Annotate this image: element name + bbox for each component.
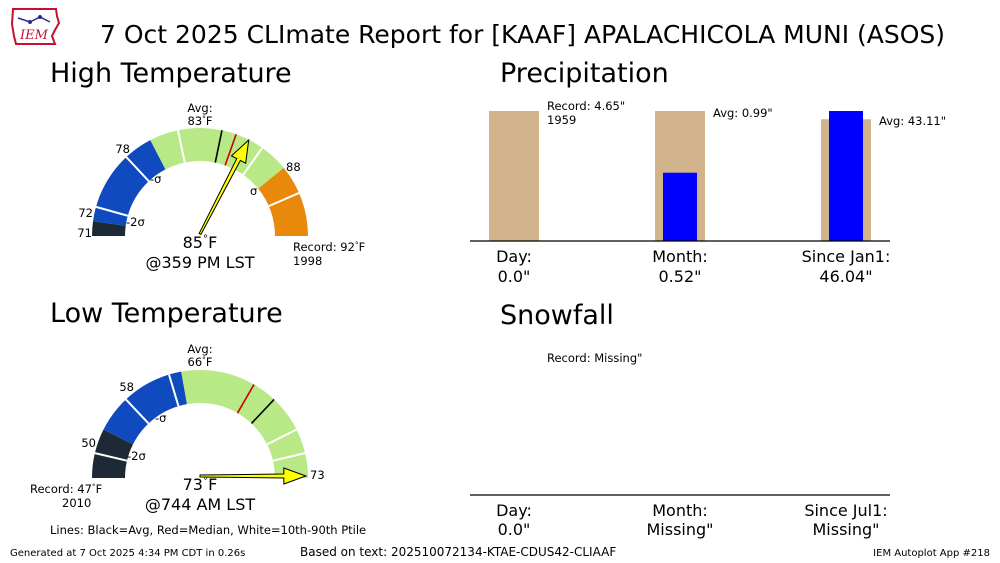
precip-ref-bar-0 (489, 111, 539, 241)
high-gauge-ptile-line-0 (95, 205, 129, 217)
high-gauge-ptile-line-3 (242, 147, 264, 176)
high-tick-78: 78 (115, 142, 130, 156)
snow-cat-0: Day: (496, 501, 532, 520)
high-avg-label: Avg: (187, 101, 212, 115)
precip-title: Precipitation (500, 58, 669, 89)
high-gauge-band-3 (258, 167, 308, 236)
high-time-text: @359 PM LST (145, 253, 254, 272)
high-record-label: Record: 92°F (293, 240, 365, 254)
snow-record-label: Record: Missing" (547, 351, 642, 365)
high-gauge-band-1 (93, 140, 166, 226)
precip-value-2: 46.04" (819, 267, 872, 286)
snow-cat-2: Since Jul1: (804, 501, 887, 520)
low-tick-58: 58 (119, 380, 134, 394)
high-gauge-band-0 (92, 221, 126, 236)
precip-cat-0: Day: (496, 247, 532, 266)
low-gauge-value-arrow (199, 467, 308, 485)
snow-title: Snowfall (500, 300, 614, 331)
high-gauge-ptile-line-4 (268, 192, 300, 208)
high-record-year: 1998 (293, 254, 322, 268)
legend-note: Lines: Black=Avg, Red=Median, White=10th… (50, 523, 367, 537)
page-title: 7 Oct 2025 CLImate Report for [KAAF] APA… (100, 20, 946, 49)
high-gauge-value-arrow (198, 138, 250, 236)
low-gauge-ptile-line-4 (272, 452, 306, 462)
low-gauge-median-line (236, 384, 255, 414)
precip-record-year: 1959 (547, 113, 576, 127)
high-tick-71: 71 (77, 226, 92, 240)
precip-month-avg: Avg: 0.99" (713, 106, 773, 120)
iem-logo: IEM (10, 6, 62, 48)
high-tick-72: 72 (78, 206, 93, 220)
low-gauge-band-1 (103, 371, 187, 445)
high-tick-88: 88 (286, 160, 301, 174)
low-value-text: 73°F (183, 475, 218, 494)
high-gauge-ptile-line-2 (177, 130, 186, 163)
high-sigma-neg1: -σ (150, 172, 161, 186)
low-tick-50: 50 (81, 436, 96, 450)
low-gauge-band-0 (92, 429, 133, 478)
high-avg-value: 83°F (188, 114, 213, 128)
low-tick-73: 73 (310, 468, 325, 482)
low-avg-label: Avg: (187, 342, 212, 356)
low-time-text: @744 AM LST (145, 495, 256, 514)
high-sigma-neg2: -2σ (126, 215, 145, 229)
high-gauge-average-line (214, 130, 223, 163)
snow-value-0: 0.0" (498, 520, 531, 539)
precip-jan1-avg: Avg: 43.11" (879, 114, 946, 128)
high-temp-title: High Temperature (50, 58, 292, 89)
precip-cat-2: Since Jan1: (802, 247, 891, 266)
low-gauge-ptile-line-3 (266, 428, 297, 446)
low-sigma-neg1: -σ (155, 411, 166, 425)
snow-cat-1: Month: (652, 501, 708, 520)
footer-app: IEM Autoplot App #218 (873, 548, 990, 559)
high-value-text: 85°F (183, 233, 218, 252)
precip-obs-bar-2 (829, 111, 863, 241)
precip-cat-1: Month: (652, 247, 708, 266)
low-gauge-band-2 (181, 370, 308, 478)
high-gauge-median-line (224, 133, 237, 166)
low-gauge-ptile-line-0 (94, 452, 128, 462)
high-sigma-pos1: σ (250, 184, 257, 198)
low-gauge-ptile-line-2 (168, 374, 180, 407)
low-avg-value: 66°F (188, 355, 213, 369)
footer-source: Based on text: 202510072134-KTAE-CDUS42-… (300, 545, 617, 559)
high-gauge-ptile-line-1 (125, 156, 150, 182)
low-gauge-average-line (250, 398, 275, 424)
low-gauge-ptile-line-1 (125, 398, 150, 425)
precip-obs-bar-1 (663, 172, 697, 241)
precip-value-0: 0.0" (498, 267, 531, 286)
low-sigma-neg2: -2σ (127, 449, 146, 463)
low-record-year: 2010 (62, 496, 91, 510)
snow-value-2: Missing" (812, 520, 879, 539)
precip-value-1: 0.52" (659, 267, 702, 286)
low-record-label: Record: 47°F (30, 482, 102, 496)
high-gauge-band-2 (150, 127, 284, 189)
snow-value-1: Missing" (646, 520, 713, 539)
logo-text: IEM (19, 28, 49, 43)
precip-record-label: Record: 4.65" (547, 99, 625, 113)
footer-generated: Generated at 7 Oct 2025 4:34 PM CDT in 0… (10, 548, 246, 559)
low-temp-title: Low Temperature (50, 298, 283, 329)
